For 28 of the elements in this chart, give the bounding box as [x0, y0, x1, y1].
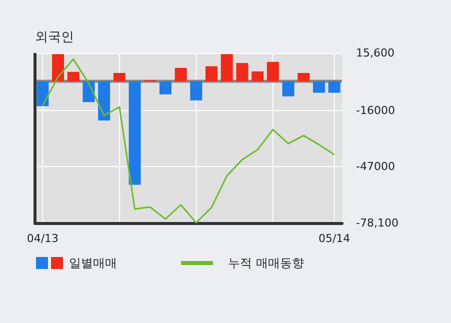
legend-label: 누적 매매동향	[228, 256, 304, 270]
bar	[98, 81, 110, 120]
bar	[312, 81, 325, 93]
legend-label: 일별매매	[69, 256, 117, 270]
bar	[174, 68, 187, 82]
bar	[113, 72, 126, 82]
bar	[52, 54, 64, 82]
bar	[159, 81, 172, 94]
bar	[190, 81, 202, 100]
bar	[220, 54, 233, 82]
bar	[252, 71, 264, 82]
x-tick-label: 04/13	[26, 232, 59, 245]
line-series	[42, 58, 336, 224]
y-tick-label: -78,100	[356, 216, 398, 230]
bar	[298, 72, 310, 82]
bar	[266, 62, 279, 82]
y-tick-label: -47000	[356, 160, 395, 174]
bar	[128, 81, 141, 185]
bar	[36, 81, 49, 106]
chart-title: 외국인	[35, 30, 74, 45]
x-tick-label: 05/14	[318, 232, 350, 245]
y-tick-label: 15,600	[356, 46, 394, 60]
bar	[206, 66, 218, 82]
bar	[282, 81, 294, 96]
bar	[236, 62, 248, 82]
bar	[67, 72, 80, 82]
bar	[328, 81, 340, 93]
y-tick-label: -16000	[356, 104, 395, 117]
